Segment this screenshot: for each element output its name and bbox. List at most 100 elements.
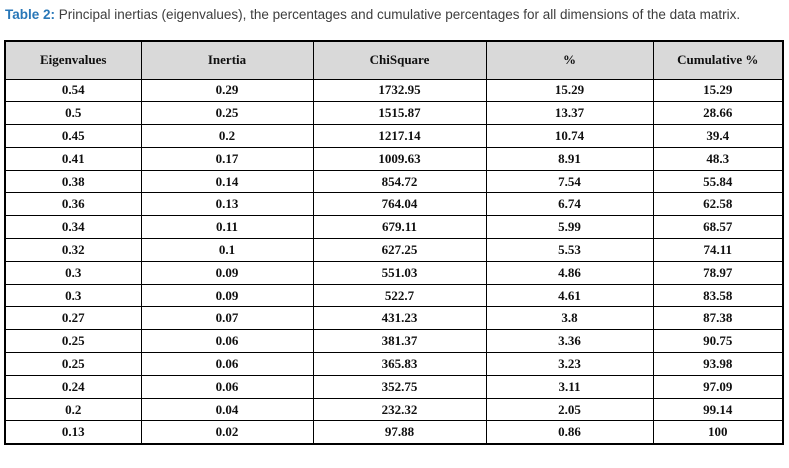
table-cell: 627.25 <box>312 238 487 262</box>
table-row: 0.41 0.17 1009.63 8.91 48.3 <box>4 146 784 171</box>
table-cell: 0.32 <box>4 238 142 262</box>
table-cell: 854.72 <box>312 169 487 194</box>
table-caption: Table 2: Principal inertias (eigenvalues… <box>0 0 789 23</box>
column-header: ChiSquare <box>312 40 487 80</box>
table-cell: 0.27 <box>4 306 142 331</box>
table-cell: 97.88 <box>312 420 487 445</box>
column-header: Inertia <box>140 40 314 80</box>
table-cell: 0.09 <box>140 283 314 308</box>
table-cell: 3.8 <box>485 306 654 331</box>
table-cell: 0.2 <box>4 397 142 422</box>
table-cell: 0.34 <box>4 215 142 240</box>
table-cell: 522.7 <box>312 283 487 308</box>
table-cell: 0.45 <box>4 124 142 148</box>
table-cell: 381.37 <box>312 329 487 354</box>
table-cell: 1732.95 <box>312 78 487 103</box>
table-cell: 28.66 <box>652 101 784 126</box>
table-cell: 0.1 <box>140 238 314 262</box>
table-cell: 0.38 <box>4 169 142 194</box>
table-cell: 15.29 <box>485 78 654 103</box>
table-cell: 232.32 <box>312 397 487 422</box>
table-caption-label: Table 2: <box>5 7 56 22</box>
table-cell: 0.07 <box>140 306 314 331</box>
table-cell: 13.37 <box>485 101 654 126</box>
table-cell: 0.13 <box>140 192 314 217</box>
table-cell: 0.06 <box>140 329 314 354</box>
table-cell: 100 <box>652 420 784 445</box>
table-cell: 39.4 <box>652 124 784 148</box>
table-cell: 0.13 <box>4 420 142 445</box>
table-row: 0.36 0.13 764.04 6.74 62.58 <box>4 192 784 217</box>
table-cell: 74.11 <box>652 238 784 262</box>
table-cell: 0.3 <box>4 260 142 285</box>
table-cell: 62.58 <box>652 192 784 217</box>
table-cell: 0.17 <box>140 146 314 171</box>
table-cell: 4.61 <box>485 283 654 308</box>
table-cell: 1217.14 <box>312 124 487 148</box>
table-cell: 3.23 <box>485 352 654 376</box>
table-row: 0.2 0.04 232.32 2.05 99.14 <box>4 397 784 422</box>
table-cell: 0.14 <box>140 169 314 194</box>
table-cell: 3.36 <box>485 329 654 354</box>
column-header: % <box>485 40 654 80</box>
table-row: 0.27 0.07 431.23 3.8 87.38 <box>4 306 784 331</box>
table-row: 0.3 0.09 551.03 4.86 78.97 <box>4 260 784 285</box>
table-cell: 431.23 <box>312 306 487 331</box>
table-row: 0.32 0.1 627.25 5.53 74.11 <box>4 238 784 262</box>
table-cell: 764.04 <box>312 192 487 217</box>
table-cell: 352.75 <box>312 374 487 399</box>
table-cell: 5.53 <box>485 238 654 262</box>
table-row: 0.25 0.06 365.83 3.23 93.98 <box>4 352 784 376</box>
table-row: 0.3 0.09 522.7 4.61 83.58 <box>4 283 784 308</box>
table-cell: 0.24 <box>4 374 142 399</box>
table-cell: 5.99 <box>485 215 654 240</box>
table-cell: 55.84 <box>652 169 784 194</box>
table-cell: 0.25 <box>4 352 142 376</box>
table-head: Eigenvalues Inertia ChiSquare% Cumulative % <box>4 40 784 80</box>
table-cell: 93.98 <box>652 352 784 376</box>
table-cell: 48.3 <box>652 146 784 171</box>
table-cell: 0.3 <box>4 283 142 308</box>
column-header: Cumulative % <box>652 40 784 80</box>
table-cell: 0.02 <box>140 420 314 445</box>
table-cell: 99.14 <box>652 397 784 422</box>
table-row: 0.54 0.29 1732.95 15.29 15.29 <box>4 78 784 103</box>
table-cell: 6.74 <box>485 192 654 217</box>
table-cell: 15.29 <box>652 78 784 103</box>
table-cell: 0.36 <box>4 192 142 217</box>
table-cell: 0.25 <box>4 329 142 354</box>
table-row: 0.25 0.06 381.37 3.36 90.75 <box>4 329 784 354</box>
table-cell: 0.5 <box>4 101 142 126</box>
table-cell: 0.06 <box>140 352 314 376</box>
table-caption-text: Principal inertias (eigenvalues), the pe… <box>55 7 741 22</box>
table-cell: 551.03 <box>312 260 487 285</box>
table-cell: 0.09 <box>140 260 314 285</box>
table-row: 0.24 0.06 352.75 3.11 97.09 <box>4 374 784 399</box>
table-cell: 68.57 <box>652 215 784 240</box>
table-row: 0.38 0.14 854.72 7.54 55.84 <box>4 169 784 194</box>
table-cell: 0.86 <box>485 420 654 445</box>
table-cell: 2.05 <box>485 397 654 422</box>
table-cell: 3.11 <box>485 374 654 399</box>
table-cell: 8.91 <box>485 146 654 171</box>
table-cell: 97.09 <box>652 374 784 399</box>
column-header: Eigenvalues <box>4 40 142 80</box>
table-cell: 0.04 <box>140 397 314 422</box>
table-cell: 0.06 <box>140 374 314 399</box>
table-cell: 0.54 <box>4 78 142 103</box>
table-cell: 679.11 <box>312 215 487 240</box>
table-row: 0.5 0.25 1515.87 13.37 28.66 <box>4 101 784 126</box>
table-cell: 83.58 <box>652 283 784 308</box>
table-cell: 4.86 <box>485 260 654 285</box>
table-cell: 87.38 <box>652 306 784 331</box>
table-row: 0.45 0.2 1217.14 10.74 39.4 <box>4 124 784 148</box>
header-row: Eigenvalues Inertia ChiSquare% Cumulative % <box>4 40 784 80</box>
table-row: 0.13 0.02 97.88 0.86 100 <box>4 420 784 445</box>
table-cell: 0.11 <box>140 215 314 240</box>
table-body: 0.54 0.29 1732.95 15.29 15.29 0.5 0.25 1515.87 1… <box>4 78 784 445</box>
inertia-table: Eigenvalues Inertia ChiSquare% Cumulative %… <box>4 40 784 445</box>
table-cell: 0.25 <box>140 101 314 126</box>
table-cell: 10.74 <box>485 124 654 148</box>
table-cell: 365.83 <box>312 352 487 376</box>
table-cell: 7.54 <box>485 169 654 194</box>
